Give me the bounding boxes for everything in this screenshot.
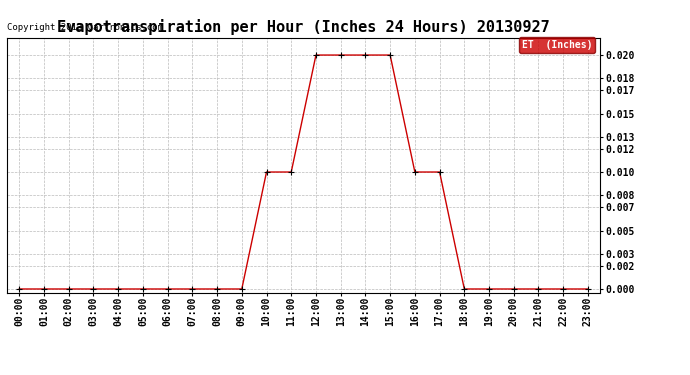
Title: Evapotranspiration per Hour (Inches 24 Hours) 20130927: Evapotranspiration per Hour (Inches 24 H… [57,19,550,35]
Text: Copyright 2013 Cartronics.com: Copyright 2013 Cartronics.com [7,23,163,32]
Legend: ET  (Inches): ET (Inches) [519,37,595,53]
